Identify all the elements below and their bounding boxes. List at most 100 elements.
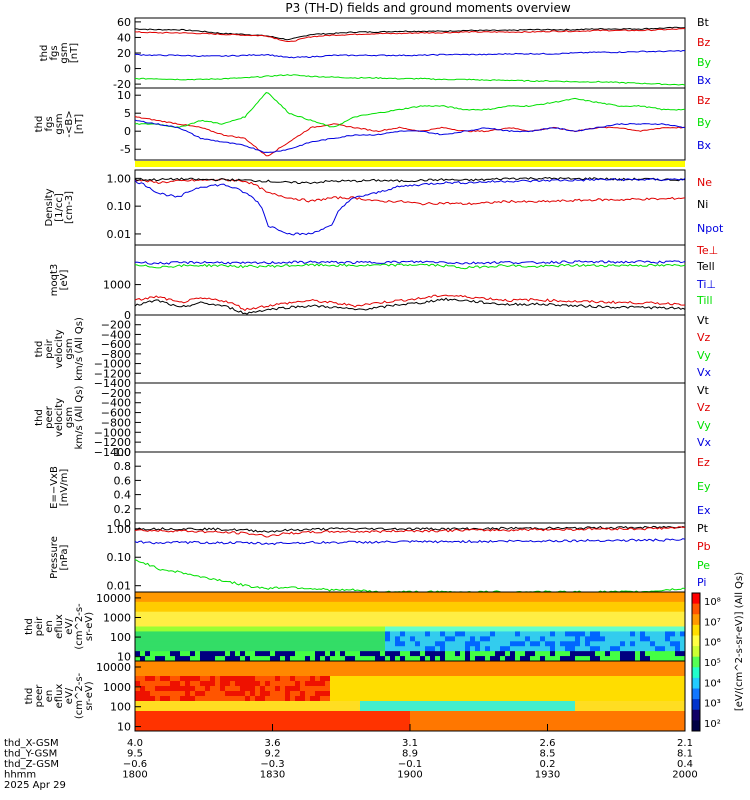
heatmap-cell xyxy=(275,696,281,702)
heatmap-cell xyxy=(375,691,381,697)
heatmap-cell xyxy=(645,696,651,702)
heatmap-cell xyxy=(655,671,661,677)
heatmap-cell xyxy=(225,706,231,712)
heatmap-cell xyxy=(430,651,436,657)
heatmap-cell xyxy=(355,691,361,697)
heatmap-cell xyxy=(485,681,491,687)
heatmap-cell xyxy=(315,681,321,687)
heatmap-cell xyxy=(375,636,381,642)
heatmap-cell xyxy=(490,626,496,632)
heatmap-cell xyxy=(640,656,646,662)
heatmap-cell xyxy=(440,606,446,613)
heatmap-cell xyxy=(135,616,141,622)
heatmap-cell xyxy=(275,671,281,677)
legend-entry: Bx xyxy=(697,74,712,87)
heatmap-cell xyxy=(640,671,646,677)
heatmap-cell xyxy=(300,706,306,712)
heatmap-cell xyxy=(335,626,341,632)
heatmap-cell xyxy=(145,641,151,647)
heatmap-cell xyxy=(665,696,671,702)
heatmap-cell xyxy=(160,726,166,732)
heatmap-cell xyxy=(365,641,371,647)
heatmap-cell xyxy=(185,651,191,657)
heatmap-cell xyxy=(595,592,601,598)
heatmap-cell xyxy=(425,671,431,677)
heatmap-cell xyxy=(305,596,311,603)
heatmap-cell xyxy=(190,691,196,697)
heatmap-cell xyxy=(200,636,206,642)
heatmap-cell xyxy=(515,601,521,608)
heatmap-cell xyxy=(610,606,616,613)
heatmap-cell xyxy=(190,721,196,727)
heatmap-cell xyxy=(210,691,216,697)
heatmap-cell xyxy=(450,631,456,637)
heatmap-cell xyxy=(550,636,556,642)
heatmap-cell xyxy=(195,721,201,727)
heatmap-cell xyxy=(495,631,501,637)
heatmap-cell xyxy=(400,601,406,608)
heatmap-cell xyxy=(670,676,676,682)
heatmap-cell xyxy=(400,611,406,618)
heatmap-cell xyxy=(425,626,431,632)
heatmap-cell xyxy=(525,716,531,722)
heatmap-cell xyxy=(295,656,301,662)
colorbar-segment xyxy=(692,688,700,700)
heatmap-cell xyxy=(275,706,281,712)
heatmap-cell xyxy=(670,706,676,712)
heatmap-cell xyxy=(185,711,191,717)
heatmap-cell xyxy=(200,606,206,613)
heatmap-cell xyxy=(280,651,286,657)
heatmap-cell xyxy=(365,686,371,692)
y-tick-label: 10 xyxy=(117,651,131,664)
heatmap-cell xyxy=(175,701,181,707)
heatmap-cell xyxy=(265,691,271,697)
heatmap-cell xyxy=(155,706,161,712)
heatmap-cell xyxy=(575,696,581,702)
heatmap-cell xyxy=(520,601,526,608)
heatmap-cell xyxy=(390,611,396,618)
heatmap-cell xyxy=(570,646,576,652)
heatmap-cell xyxy=(235,701,241,707)
heatmap-cell xyxy=(180,596,186,603)
heatmap-cell xyxy=(295,621,301,627)
heatmap-cell xyxy=(605,636,611,642)
heatmap-cell xyxy=(675,661,681,667)
y-tick-label: 0.8 xyxy=(114,460,132,473)
heatmap-cell xyxy=(625,606,631,613)
heatmap-cell xyxy=(170,611,176,618)
heatmap-cell xyxy=(640,726,646,732)
heatmap-cell xyxy=(510,606,516,613)
heatmap-cell xyxy=(340,681,346,687)
heatmap-cell xyxy=(210,601,216,608)
heatmap-cell xyxy=(285,596,291,603)
heatmap-cell xyxy=(150,592,156,598)
heatmap-cell xyxy=(295,721,301,727)
heatmap-cell xyxy=(465,621,471,627)
heatmap-cell xyxy=(225,701,231,707)
x-tick-label: −0.6 xyxy=(123,759,147,770)
heatmap-cell xyxy=(680,631,686,637)
heatmap-cell xyxy=(165,681,171,687)
heatmap-cell xyxy=(620,721,626,727)
heatmap-cell xyxy=(170,592,176,598)
heatmap-cell xyxy=(515,666,521,672)
heatmap-cell xyxy=(545,641,551,647)
heatmap-cell xyxy=(325,686,331,692)
heatmap-cell xyxy=(275,691,281,697)
heatmap-cell xyxy=(610,651,616,657)
heatmap-cell xyxy=(270,636,276,642)
heatmap-cell xyxy=(245,711,251,717)
heatmap-cell xyxy=(220,696,226,702)
heatmap-cell xyxy=(540,601,546,608)
heatmap-cell xyxy=(335,681,341,687)
heatmap-cell xyxy=(525,601,531,608)
heatmap-cell xyxy=(420,726,426,732)
heatmap-cell xyxy=(475,701,481,707)
heatmap-cell xyxy=(495,636,501,642)
heatmap-cell xyxy=(295,661,301,667)
heatmap-cell xyxy=(215,671,221,677)
heatmap-cell xyxy=(360,592,366,598)
heatmap-cell xyxy=(160,646,166,652)
heatmap-cell xyxy=(590,592,596,598)
